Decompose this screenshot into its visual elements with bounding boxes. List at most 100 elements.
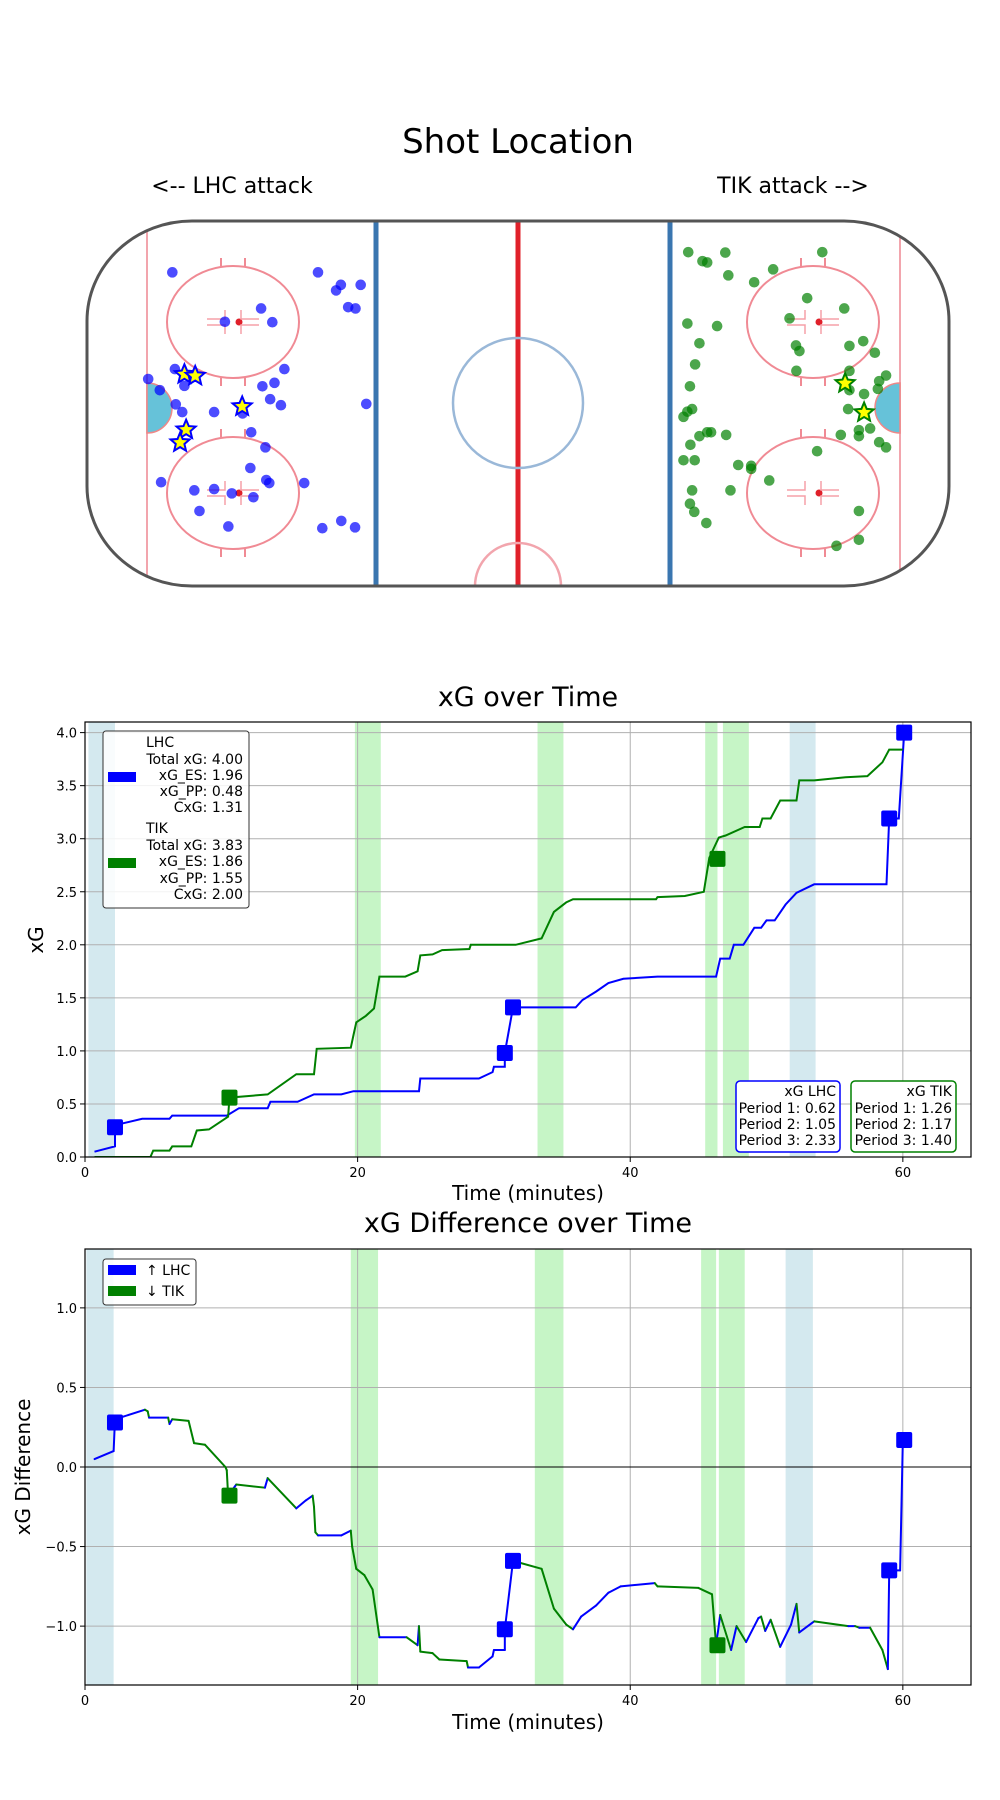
period-box-tik-frame [850, 1080, 957, 1153]
faceoff-circle [746, 436, 880, 550]
y-tick-label: 2.5 [56, 886, 77, 901]
tik-shot-dot [732, 459, 744, 471]
x-tick-label: 20 [349, 1166, 366, 1181]
lhc-goal-star [168, 429, 193, 453]
diff-segment-tik [405, 1636, 419, 1647]
legend-lhc-pp: xG_PP: 0.48 [160, 784, 243, 800]
lhc-shot-dot [355, 279, 366, 291]
legend-frame [102, 730, 250, 909]
lhc-shot-dot [260, 442, 271, 453]
tik-xg-line [94, 748, 903, 1157]
diff-segment-lhc [790, 1602, 798, 1626]
lhc-shot-dot [257, 381, 268, 392]
lhc-goal-marker [881, 1562, 898, 1579]
tik-shot-dot [689, 454, 701, 466]
tik-shot-dot [682, 318, 693, 329]
lhc-goal-marker [505, 1552, 522, 1569]
legend-tik-es: xG_ES: 1.86 [159, 854, 243, 870]
lhc-goal-star [172, 361, 197, 385]
lhc-goal-marker [106, 1414, 123, 1431]
faceoff-dot [815, 489, 823, 497]
tik-shot-dot [853, 505, 865, 517]
tik-shot-dot [811, 445, 823, 457]
lhc-shot-dot [248, 491, 259, 503]
lhc-shot-dot [275, 399, 287, 411]
legend-lhc-cxg: CxG: 1.31 [174, 800, 243, 816]
tik-shot-dot [801, 292, 813, 304]
plot-area [85, 1249, 971, 1685]
diff-segment-tik [869, 1626, 884, 1651]
period-tik-title: xG TIK [907, 1084, 953, 1100]
hash-mark [787, 495, 806, 505]
diff-segment-tik [431, 1652, 441, 1661]
tik-shot-dot [844, 340, 855, 352]
lhc-shot-dot [245, 427, 257, 438]
tik-shot-dot [858, 388, 870, 400]
diff-segment-tik [146, 1410, 151, 1419]
hash-mark [787, 481, 806, 491]
chart2-legend: ↑ LHC ↓ TIK [102, 1258, 197, 1306]
tik-shot-dot [748, 276, 760, 288]
diff-segment-tik [349, 1529, 354, 1548]
tik-goal-marker [709, 850, 726, 867]
referee-crease [473, 541, 563, 586]
diff-segment-lhc [764, 1618, 772, 1632]
tik-shot-dot [686, 485, 698, 496]
legend-patch-up [108, 1265, 136, 1275]
tik-shot-dot [880, 442, 892, 453]
legend-patch-tik [108, 858, 136, 868]
faceoff-dot [815, 318, 823, 326]
diff-segment-lhc [93, 1450, 115, 1461]
y-tick-label: 2.0 [56, 939, 77, 954]
tik-shot-dot [678, 454, 689, 466]
diff-segment-lhc [580, 1604, 598, 1618]
diff-segment-tik [417, 1625, 422, 1653]
diff-segment-lhc [730, 1625, 738, 1651]
diff-segment-lhc [340, 1529, 352, 1537]
tik-goal-star [833, 370, 858, 394]
lhc-shot-dot [167, 267, 178, 278]
diff-segment-tik [813, 1620, 850, 1628]
tik-shot-dot [701, 517, 712, 529]
faceoff-dot [235, 489, 243, 497]
tik-goal-marker [709, 1637, 726, 1654]
y-tick-label: 3.0 [56, 833, 77, 848]
xg-difference-axes: 0 20 40 60 −1.0 −0.5 0.0 0.5 1.0 [45, 1248, 972, 1709]
period-box-lhc: xG LHC Period 1: 0.62 Period 2: 1.05 Per… [735, 1080, 841, 1153]
lhc-shot-dot [170, 399, 182, 410]
tik-shot-dot [678, 411, 689, 423]
legend-up-label: ↑ LHC [146, 1263, 191, 1279]
legend-down-label: ↓ TIK [146, 1284, 185, 1300]
lhc-goal-star [230, 393, 255, 417]
lhc-shot-dot [279, 363, 290, 375]
lhc-shot-dot [335, 515, 347, 527]
legend-tik-cxg: CxG: 2.00 [174, 887, 243, 903]
right-goal-crease [874, 382, 901, 434]
diff-segment-lhc [595, 1591, 610, 1607]
tik-shot-dot [842, 403, 854, 415]
power-play-band [537, 722, 564, 1157]
tik-shot-dot [816, 246, 828, 258]
y-tick-label: 0.5 [56, 1098, 77, 1113]
period-box-lhc-frame [735, 1080, 841, 1153]
diff-segment-lhc [607, 1585, 622, 1594]
tik-shot-dot [684, 381, 696, 392]
x-tick-label: 60 [895, 1694, 912, 1709]
legend-lhc-name: LHC [146, 735, 174, 751]
tik-shot-dot [723, 270, 734, 281]
diff-segment-tik [540, 1567, 555, 1610]
lhc-shot-dot [155, 476, 167, 488]
tik-shot-dot [711, 320, 723, 332]
hash-mark [787, 324, 806, 334]
faceoff-dot [235, 318, 243, 326]
rink-title: Shot Location [402, 122, 634, 162]
diff-segment-lhc [263, 1477, 269, 1489]
lhc-goal-star [183, 363, 208, 387]
y-tick-label: −0.5 [45, 1541, 77, 1556]
legend-patch-lhc [108, 772, 136, 782]
period-lhc-p2: Period 2: 1.05 [739, 1117, 836, 1133]
tik-shot-dot [784, 313, 795, 324]
hash-mark [820, 481, 839, 491]
tik-shot-dot [844, 365, 855, 377]
diff-segment-lhc [886, 1569, 891, 1671]
